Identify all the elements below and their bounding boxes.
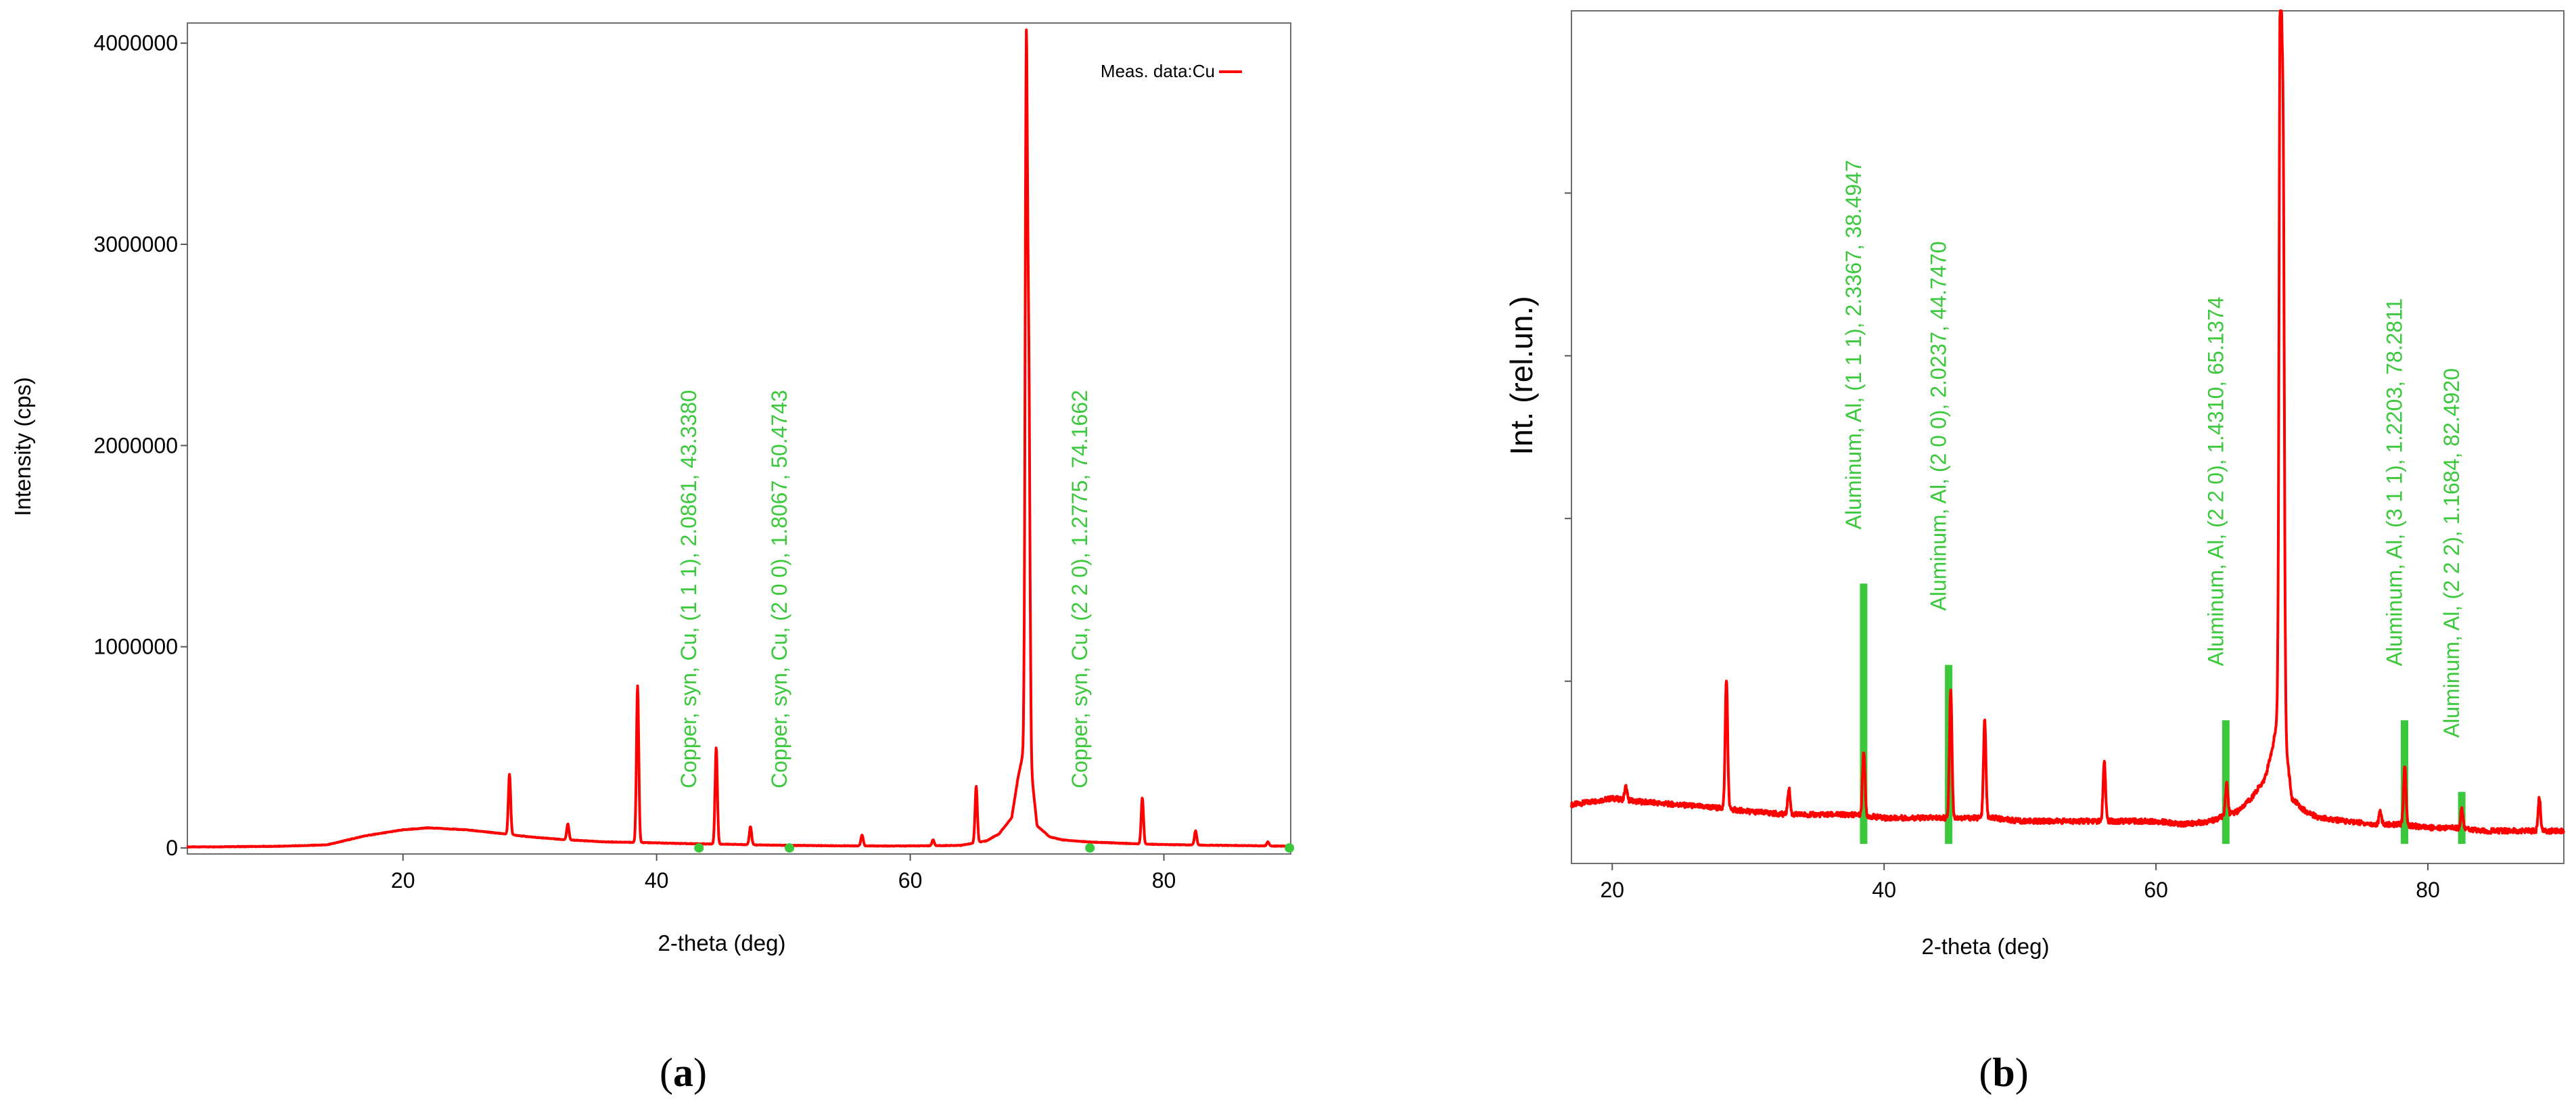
y-axis-label-b: Int. (rel.un.): [1504, 296, 1539, 455]
reference-marker: [785, 843, 795, 853]
reflection-label: Copper, syn, Cu, (2 0 0), 1.8067, 50.474…: [767, 390, 791, 788]
x-tick-label: 20: [1600, 878, 1624, 902]
x-tick-label: 60: [898, 868, 923, 893]
reference-marker: [1085, 843, 1095, 853]
x-axis-label-b: 2-theta (deg): [1922, 934, 2050, 959]
reflection-label: Aluminum, Al, (2 2 0), 1.4310, 65.1374: [2203, 296, 2228, 666]
y-tick-label: 0: [166, 836, 178, 860]
reflection-label: Aluminum, Al, (1 1 1), 2.3367, 38.4947: [1841, 160, 1866, 529]
plot-area-b: 20 40 60 80: [1565, 9, 2565, 902]
measured-curve: [1570, 9, 2565, 835]
reference-marker: [694, 843, 704, 853]
x-tick-label: 40: [1872, 878, 1896, 902]
reflection-labels-b: Aluminum, Al, (1 1 1), 2.3367, 38.4947 Al…: [1841, 160, 2464, 738]
x-tick-label: 20: [391, 868, 415, 893]
y-tick-label: 1000000: [93, 635, 178, 659]
y-tick-label: 3000000: [93, 232, 178, 256]
x-axis-label-a: 2-theta (deg): [658, 930, 786, 955]
reflection-label: Aluminum, Al, (2 2 2), 1.1684, 82.4920: [2439, 368, 2464, 738]
measured-curve: [186, 28, 1292, 849]
x-tick-label: 60: [2144, 878, 2168, 902]
reflection-label: Aluminum, Al, (3 1 1), 1.2203, 78.2811: [2383, 298, 2407, 667]
y-tick-label: 2000000: [93, 433, 178, 457]
panel-label-a: (a): [660, 1050, 707, 1095]
chart-panel-b: 20 40 60 80 2-theta (deg) Int. (rel.un.) Al…: [1504, 9, 2565, 1095]
legend-label-meas-cu: Meas. data:Cu: [1101, 61, 1215, 81]
x-tick-label: 80: [1152, 868, 1176, 893]
reflection-label: Copper, syn, Cu, (1 1 1), 2.0861, 43.338…: [676, 390, 701, 788]
reference-marker: [1285, 843, 1295, 853]
x-tick-label: 40: [645, 868, 669, 893]
reflection-labels-a: Copper, syn, Cu, (1 1 1), 2.0861, 43.338…: [676, 390, 1092, 788]
plot-area-a: 20 40 60 80 0 1000000 2000000 3000000 4000000: [93, 22, 1295, 893]
chart-panel-a: 20 40 60 80 0 1000000 2000000 3000000 4000000 2-…: [10, 22, 1295, 1095]
legend-a: Meas. data:Cu: [1101, 61, 1242, 81]
y-axis-label-a: Intensity (cps): [10, 377, 35, 516]
x-tick-label: 80: [2416, 878, 2440, 902]
plot-frame: [187, 22, 1291, 855]
plot-frame: [1571, 10, 2564, 864]
panel-label-b: (b): [1979, 1050, 2028, 1095]
reflection-label: Aluminum, Al, (2 0 0), 2.0237, 44.7470: [1927, 241, 1951, 610]
y-tick-label: 4000000: [93, 31, 178, 55]
reflection-label: Copper, syn, Cu, (2 2 0), 1.2775, 74.166…: [1067, 390, 1092, 788]
